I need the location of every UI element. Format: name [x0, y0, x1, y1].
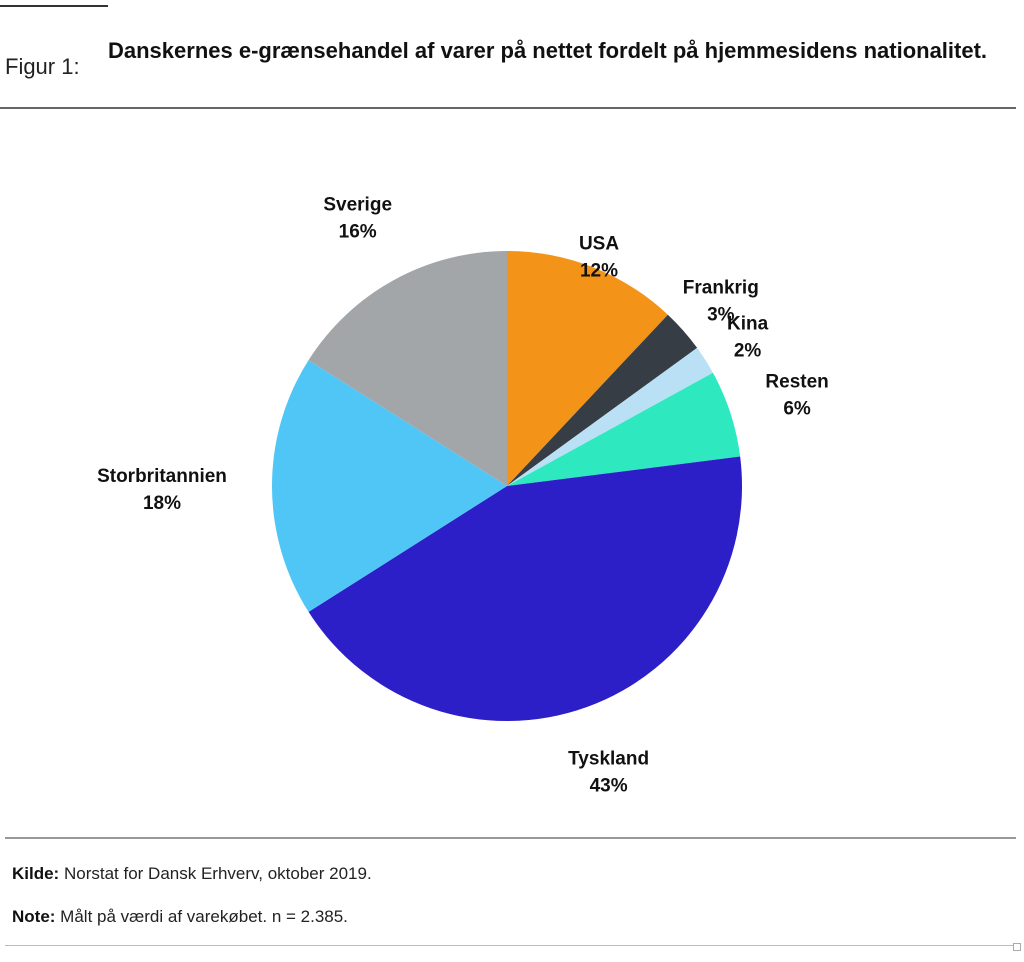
pie-slice-resten — [507, 372, 741, 486]
pie-labels: USA 12% Frankrig 3%Kina 2%Resten 6% Tyskland 43… — [97, 194, 829, 796]
slice-value-label: 12% — [580, 261, 618, 282]
pie-slice-tyskland — [308, 456, 743, 722]
note-label: Note: — [12, 907, 56, 926]
source-line: Kilde: Norstat for Dansk Erhverv, oktobe… — [12, 864, 372, 884]
end-rule — [5, 945, 1016, 946]
slice-category-label: Sverige — [323, 194, 392, 215]
slice-label-usa: USA 12% — [579, 234, 619, 282]
chart-title: Danskernes e-grænsehandel af varer på ne… — [108, 38, 988, 63]
pie-slice-frankrig — [507, 314, 698, 486]
source-label: Kilde: — [12, 864, 60, 883]
slice-value-label: 3% — [707, 305, 735, 326]
slice-category-label: Tyskland — [568, 748, 649, 769]
slice-category-label: Storbritannien — [97, 466, 227, 487]
pie-slice-kina — [507, 347, 713, 486]
slice-value-label: 6% — [783, 399, 811, 420]
slice-label-kina: Kina 2% — [727, 313, 769, 361]
slice-category-label: Frankrig — [683, 278, 759, 299]
slice-label-resten: Resten 6% — [765, 372, 828, 420]
slice-label-frankrig: Frankrig 3% — [683, 278, 759, 326]
note-text: Målt på værdi af varekøbet. n = 2.385. — [55, 907, 348, 926]
pie-slice-storbritannien — [271, 360, 507, 612]
pie-chart: USA 12% Frankrig 3%Kina 2%Resten 6% Tyskland 43… — [97, 194, 829, 796]
slice-value-label: 16% — [339, 221, 377, 242]
figure-label: Figur 1: — [5, 54, 80, 79]
slice-label-storbritannien: Storbritannien 18% — [97, 466, 227, 514]
slice-label-sverige: Sverige 16% — [323, 194, 392, 242]
slice-label-tyskland: Tyskland 43% — [568, 748, 649, 796]
top-rule — [0, 5, 108, 7]
slice-value-label: 43% — [590, 775, 628, 796]
note-line: Note: Målt på værdi af varekøbet. n = 2.… — [12, 907, 348, 927]
slice-value-label: 2% — [734, 340, 762, 361]
slice-category-label: Kina — [727, 313, 769, 334]
slice-category-label: Resten — [765, 372, 828, 393]
pie-slice-sverige — [308, 251, 507, 486]
footer-divider — [5, 837, 1016, 839]
title-divider — [0, 107, 1016, 109]
corner-handle — [1013, 943, 1021, 951]
pie-slice-usa — [507, 251, 668, 486]
slice-category-label: USA — [579, 234, 619, 255]
pie-slices — [271, 251, 743, 722]
slice-value-label: 18% — [143, 493, 181, 514]
source-text: Norstat for Dansk Erhverv, oktober 2019. — [59, 864, 372, 883]
